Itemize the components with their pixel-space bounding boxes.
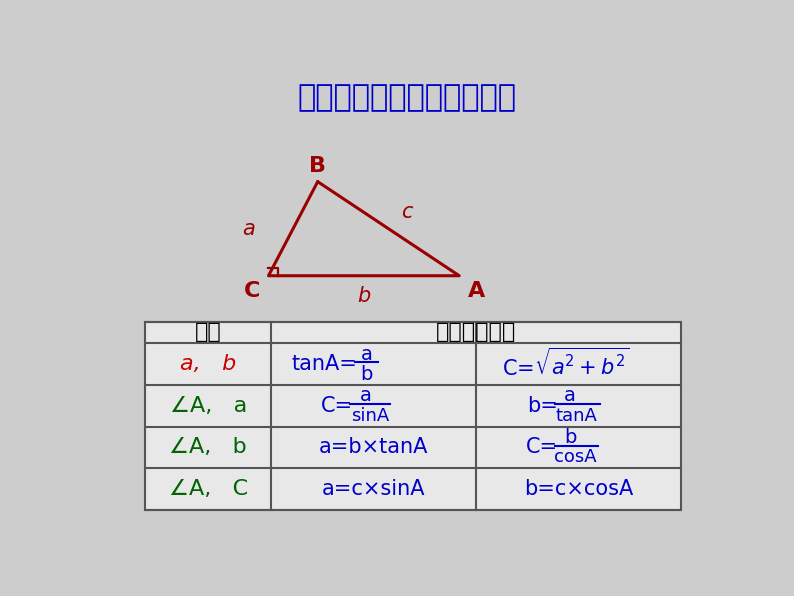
Text: ∠A,   a: ∠A, a bbox=[170, 396, 247, 416]
Text: tanA=: tanA= bbox=[291, 354, 357, 374]
Text: 解直角三角形: 解直角三角形 bbox=[436, 322, 516, 343]
Text: 已知: 已知 bbox=[195, 322, 222, 343]
Text: a: a bbox=[242, 219, 255, 239]
Text: B: B bbox=[309, 156, 326, 176]
Text: b=c×cosA: b=c×cosA bbox=[524, 479, 633, 499]
Text: 解直角三角形中的边角关系: 解直角三角形中的边角关系 bbox=[298, 83, 516, 112]
Text: b=: b= bbox=[527, 396, 558, 416]
Text: b: b bbox=[357, 286, 371, 306]
Text: cosA: cosA bbox=[554, 448, 596, 467]
Bar bbox=[145, 322, 680, 510]
Text: a: a bbox=[360, 386, 372, 405]
Text: C=: C= bbox=[526, 437, 558, 457]
Text: b: b bbox=[360, 365, 372, 384]
Text: sinA: sinA bbox=[351, 407, 390, 425]
Text: tanA: tanA bbox=[556, 407, 597, 425]
Text: a=b×tanA: a=b×tanA bbox=[319, 437, 429, 457]
Text: a,   b: a, b bbox=[180, 354, 237, 374]
Text: a=c×sinA: a=c×sinA bbox=[322, 479, 426, 499]
Text: C: C bbox=[244, 281, 260, 301]
Text: a: a bbox=[565, 386, 576, 405]
Text: ∠A,   b: ∠A, b bbox=[169, 437, 247, 457]
Text: A: A bbox=[468, 281, 485, 301]
Text: b: b bbox=[564, 428, 576, 447]
Text: C=: C= bbox=[321, 396, 353, 416]
Text: c: c bbox=[401, 202, 412, 222]
Text: ∠A,   C: ∠A, C bbox=[169, 479, 248, 499]
Text: C=$\sqrt{a^2+b^2}$: C=$\sqrt{a^2+b^2}$ bbox=[503, 348, 630, 380]
Text: a: a bbox=[360, 344, 372, 364]
